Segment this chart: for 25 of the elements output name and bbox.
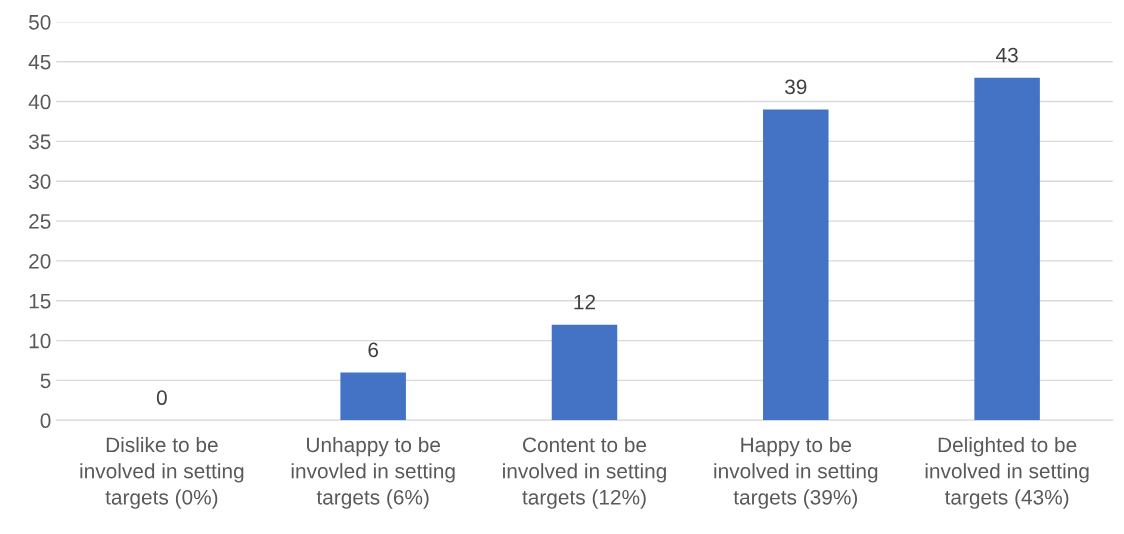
data-label: 12 [574, 294, 596, 310]
y-tick-label: 35 [28, 134, 51, 150]
x-tick-label: Unhappy to be invovled in setting targets (6%) [291, 436, 455, 509]
x-tick-label: Delighted to be involved in setting targets (43%) [925, 436, 1089, 509]
y-tick-label: 20 [29, 253, 51, 269]
y-tick-label: 50 [29, 14, 51, 30]
data-label: 39 [785, 79, 807, 95]
y-tick-label: 0 [40, 413, 51, 429]
x-tick-label: Content to be involved in setting targets (12%) [503, 436, 666, 509]
y-tick-label: 45 [28, 54, 51, 70]
y-tick-label: 10 [29, 333, 51, 349]
data-label: 43 [996, 47, 1018, 63]
y-tick-label: 15 [29, 293, 51, 309]
y-tick-label: 30 [28, 174, 51, 189]
bar [974, 77, 1040, 421]
x-tick-label: Dislike to be involved in setting targets (0%) [80, 436, 244, 509]
bar [340, 372, 406, 421]
y-tick-label: 25 [29, 214, 51, 229]
y-tick-label: 5 [40, 373, 51, 389]
data-label: 6 [368, 342, 379, 358]
y-tick-label: 40 [28, 94, 51, 110]
data-label: 0 [156, 390, 167, 406]
bar [551, 324, 618, 421]
bar [763, 109, 829, 421]
x-tick-label: Happy to be involved in setting targets (39%) [714, 436, 878, 509]
